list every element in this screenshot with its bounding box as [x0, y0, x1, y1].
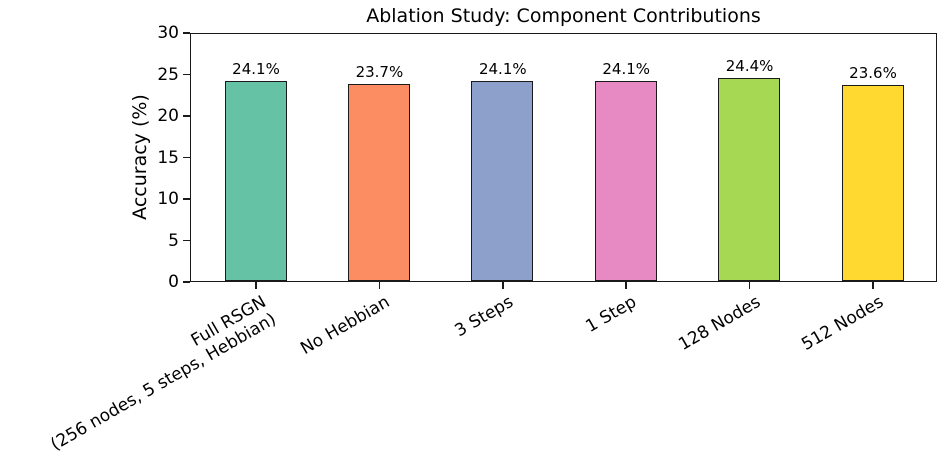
y-tick-mark [183, 115, 190, 117]
bar-6 [841, 85, 904, 281]
bar-value-label: 24.1% [478, 59, 527, 78]
x-tick-mark [378, 282, 381, 289]
bar-1 [224, 80, 287, 281]
x-tick-mark [872, 282, 874, 289]
y-tick-label: 30 [157, 23, 179, 43]
x-tick-mark [748, 282, 751, 289]
y-tick-label: 10 [157, 189, 179, 209]
bar-value-label: 23.7% [355, 63, 404, 82]
y-tick-label: 20 [157, 106, 179, 126]
bar-3 [471, 80, 534, 281]
bar-value-label: 24.4% [725, 57, 774, 76]
bar-4 [594, 80, 657, 281]
bar-value-label: 24.1% [602, 59, 651, 78]
chart-title: Ablation Study: Component Contributions [366, 5, 761, 27]
x-tick-label: 512 Nodes [798, 292, 887, 355]
y-tick-label: 25 [157, 64, 179, 85]
y-tick-mark [183, 73, 190, 76]
x-tick-mark [502, 282, 504, 289]
y-tick-label: 0 [168, 272, 179, 292]
y-tick-mark [183, 32, 190, 34]
bar-5 [718, 78, 781, 281]
x-tick-label: 1 Step [582, 292, 641, 337]
x-tick-label: 3 Steps [451, 292, 517, 342]
y-tick-label: 15 [157, 147, 179, 168]
x-tick-label: No Hebbian [297, 292, 394, 359]
x-tick-label: Full RSGN (256 nodes, 5 steps, Hebbian) [47, 292, 281, 455]
x-tick-mark [625, 282, 627, 289]
bar-2 [347, 84, 410, 281]
y-tick-mark [183, 198, 190, 200]
y-tick-mark [183, 156, 190, 159]
x-tick-mark [255, 282, 257, 289]
bar-value-label: 23.6% [849, 64, 897, 83]
x-tick-label: 128 Nodes [674, 292, 764, 355]
plot-area [190, 33, 937, 282]
y-tick-label: 5 [168, 230, 179, 251]
y-tick-mark [183, 281, 190, 283]
y-tick-mark [183, 239, 190, 242]
bar-value-label: 24.1% [232, 59, 280, 78]
